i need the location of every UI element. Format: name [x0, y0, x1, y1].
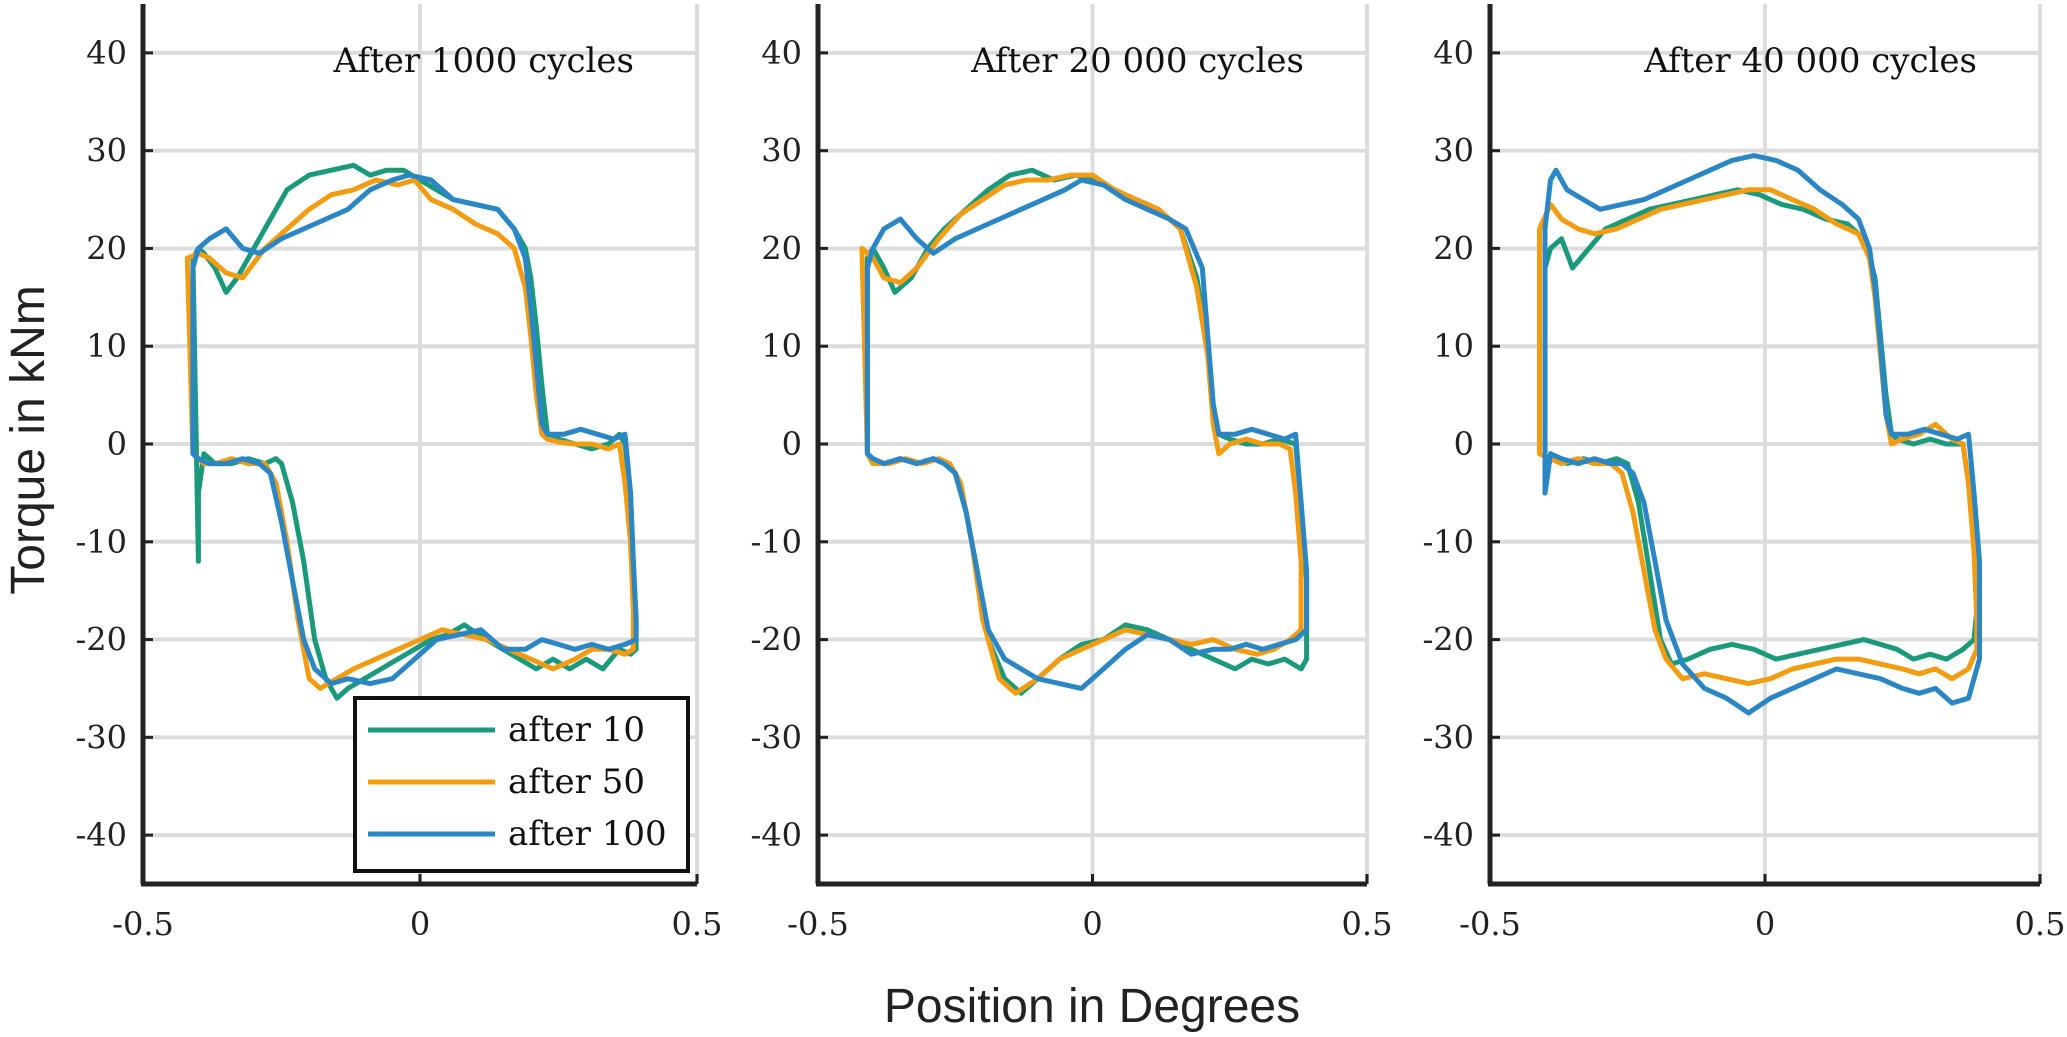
x-tick-label: 0 — [1082, 905, 1102, 943]
y-tick-label: 40 — [1433, 34, 1474, 72]
y-tick-label: 30 — [761, 132, 802, 170]
y-tick-label: -30 — [750, 718, 802, 756]
panel-1: -40 -30 -20 -10 0 10 20 30 40 -0.5 0 0.5 After 1000 … — [75, 4, 722, 943]
panel-title: After 20 000 cycles — [970, 41, 1304, 81]
x-axis-label: Position in Degrees — [884, 980, 1300, 1033]
x-tick-label: 0.5 — [672, 905, 723, 943]
y-tick-label: 10 — [761, 327, 802, 365]
y-tick-label: -40 — [750, 816, 802, 854]
y-tick-label: -40 — [1422, 816, 1474, 854]
y-tick-label: 40 — [86, 34, 127, 72]
y-tick-label: 0 — [782, 425, 802, 463]
y-tick-label: -20 — [1422, 621, 1474, 659]
series-line-after-10 — [1542, 187, 1980, 667]
legend: after 10 after 50 after 100 — [353, 696, 690, 873]
y-tick-label: -10 — [1422, 523, 1474, 561]
panel-title: After 40 000 cycles — [1643, 41, 1977, 81]
legend-label: after 100 — [508, 814, 667, 854]
y-tick-label: 30 — [1433, 132, 1474, 170]
x-tick-label: 0.5 — [2015, 905, 2066, 943]
y-tick-label: -30 — [1422, 718, 1474, 756]
y-tick-label: -10 — [750, 523, 802, 561]
y-tick-label: 20 — [761, 229, 802, 267]
series-line-after-100 — [1542, 153, 1982, 716]
panels: -40 -30 -20 -10 0 10 20 30 40 -0.5 0 0.5 After 1000 … — [75, 4, 2065, 943]
y-tick-label: -40 — [75, 816, 127, 854]
y-tick-label: -20 — [75, 621, 127, 659]
x-tick-label: -0.5 — [112, 905, 174, 943]
legend-label: after 10 — [508, 710, 645, 750]
y-tick-label: -10 — [75, 523, 127, 561]
y-tick-label: 10 — [1433, 327, 1474, 365]
x-tick-label: -0.5 — [787, 905, 849, 943]
panel-title: After 1000 cycles — [333, 41, 634, 81]
y-axis-label: Torque in kNm — [2, 285, 55, 594]
panel-2: -40 -30 -20 -10 0 10 20 30 40 -0.5 0 0.5 After 20 00… — [750, 4, 1392, 943]
x-tick-label: 0 — [1755, 905, 1775, 943]
series-line-after-50 — [1537, 187, 1980, 687]
panel-3: -40 -30 -20 -10 0 10 20 30 40 -0.5 0 0.5 After 40 00… — [1422, 4, 2065, 943]
legend-label: after 50 — [508, 762, 645, 802]
y-tick-label: -20 — [750, 621, 802, 659]
x-tick-label: -0.5 — [1459, 905, 1521, 943]
y-tick-label: 10 — [86, 327, 127, 365]
y-tick-label: -30 — [75, 718, 127, 756]
y-tick-label: 0 — [107, 425, 127, 463]
y-tick-label: 20 — [86, 229, 127, 267]
y-tick-label: 30 — [86, 132, 127, 170]
y-tick-label: 20 — [1433, 229, 1474, 267]
y-tick-label: 0 — [1454, 425, 1474, 463]
x-tick-label: 0.5 — [1342, 905, 1393, 943]
y-tick-label: 40 — [761, 34, 802, 72]
series-line-after-100 — [864, 177, 1310, 691]
series-line-after-100 — [190, 172, 639, 687]
x-tick-label: 0 — [410, 905, 430, 943]
